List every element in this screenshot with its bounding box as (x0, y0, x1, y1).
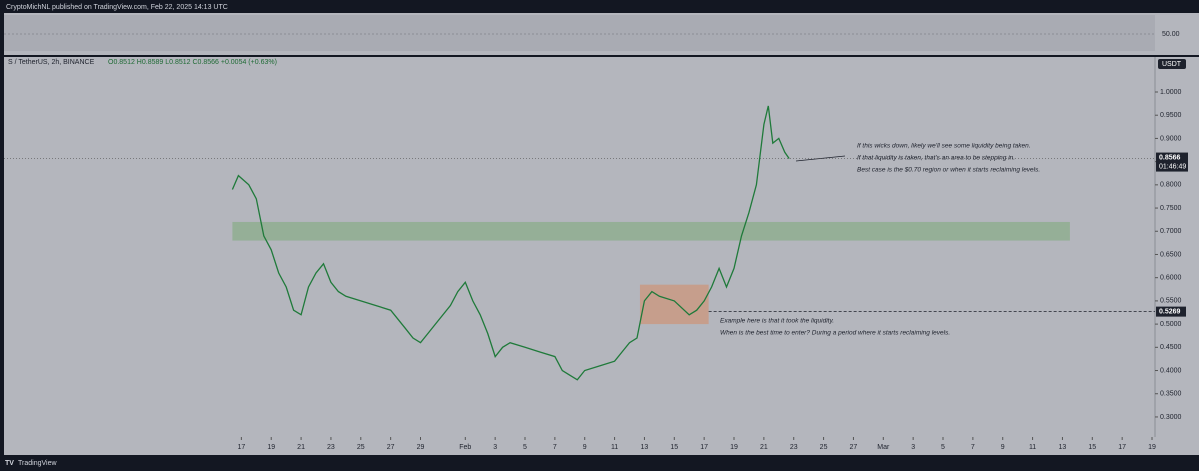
x-tick-label: 27 (850, 444, 858, 451)
annotation: Example here is that it took the liquidi… (720, 318, 834, 325)
y-tick-label: 0.8000 (1160, 182, 1182, 189)
y-tick-label: 0.3000 (1160, 414, 1182, 421)
x-tick-label: 7 (553, 444, 557, 451)
logo: TV (5, 460, 14, 467)
x-tick-label: 15 (670, 444, 678, 451)
y-tick-label: 0.3500 (1160, 391, 1182, 398)
x-tick-label: 19 (730, 444, 738, 451)
y-tick-label: 0.4000 (1160, 367, 1182, 374)
rsi-axis (1155, 13, 1199, 55)
x-tick-label: 13 (641, 444, 649, 451)
level-badge (1156, 306, 1186, 317)
x-tick-label: 17 (700, 444, 708, 451)
currency: USDT (1162, 61, 1182, 68)
plot: 1.00000.95000.90000.85000.80000.75000.70… (4, 89, 1188, 451)
x-tick-label: 21 (297, 444, 305, 451)
x-tick-label: 17 (237, 444, 245, 451)
price-line (231, 105, 790, 381)
x-tick-label: 3 (493, 444, 497, 451)
currency-badge (1158, 59, 1186, 69)
last-price-label: 0.8566 (1159, 154, 1181, 161)
x-tick-label: 29 (417, 444, 425, 451)
rsi-band (4, 15, 1155, 51)
x-tick-label: 7 (971, 444, 975, 451)
annotation: If that liquidity is taken, that's an ar… (857, 155, 1015, 162)
x-tick-label: 27 (387, 444, 395, 451)
x-tick-label: Feb (459, 444, 471, 451)
y-tick-label: 1.0000 (1160, 89, 1182, 96)
y-tick-label: 0.7500 (1160, 205, 1182, 212)
ohlc: O0.8512 H0.8589 L0.8512 C0.8566 +0.0054 … (108, 59, 277, 66)
last-price-badge (1156, 152, 1188, 172)
symbol: S / TetherUS, 2h, BINANCE (8, 59, 95, 66)
y-tick-label: 0.5000 (1160, 321, 1182, 328)
x-tick-label: 11 (1029, 444, 1036, 451)
y-tick-label: 0.6500 (1160, 251, 1182, 258)
countdown: 01:46:49 (1159, 163, 1186, 170)
zone (232, 221, 1070, 241)
x-tick-label: 25 (357, 444, 365, 451)
x-tick-label: 19 (1148, 444, 1156, 451)
x-tick-label: 5 (523, 444, 527, 451)
footer: TradingView (18, 460, 57, 467)
x-tick-label: 17 (1118, 444, 1126, 451)
y-tick-label: 0.7000 (1160, 228, 1182, 235)
y-tick-label: 0.9500 (1160, 112, 1182, 119)
x-tick-label: 11 (611, 444, 618, 451)
rsi-level: 50.00 (1162, 31, 1180, 38)
liquidity-box (639, 284, 709, 325)
level-label: 0.5269 (1159, 308, 1181, 315)
y-tick-label: 0.9000 (1160, 135, 1182, 142)
y-tick-label: 0.6000 (1160, 275, 1182, 282)
x-tick-label: 9 (1001, 444, 1005, 451)
x-tick-label: Mar (877, 444, 890, 451)
y-tick-label: 0.4500 (1160, 344, 1182, 351)
x-tick-label: 25 (820, 444, 828, 451)
x-tick-label: 5 (941, 444, 945, 451)
x-tick-label: 3 (911, 444, 915, 451)
x-tick-label: 9 (583, 444, 587, 451)
annotation: If this wicks down, likely we'll see som… (857, 143, 1031, 150)
annotation: When is the best time to enter? During a… (720, 330, 950, 337)
x-tick-label: 23 (790, 444, 798, 451)
x-tick-label: 23 (327, 444, 335, 451)
header: CryptoMichNL published on TradingView.co… (6, 4, 228, 11)
price-pane (4, 57, 1155, 437)
y-tick-label: 0.5500 (1160, 298, 1182, 305)
x-tick-label: 15 (1088, 444, 1096, 451)
price-axis (1155, 57, 1199, 437)
x-tick-label: 21 (760, 444, 768, 451)
time-axis (4, 437, 1199, 455)
x-tick-label: 19 (267, 444, 275, 451)
annotation: Best case is the $0.70 region or when it… (857, 167, 1040, 174)
x-tick-label: 13 (1059, 444, 1067, 451)
